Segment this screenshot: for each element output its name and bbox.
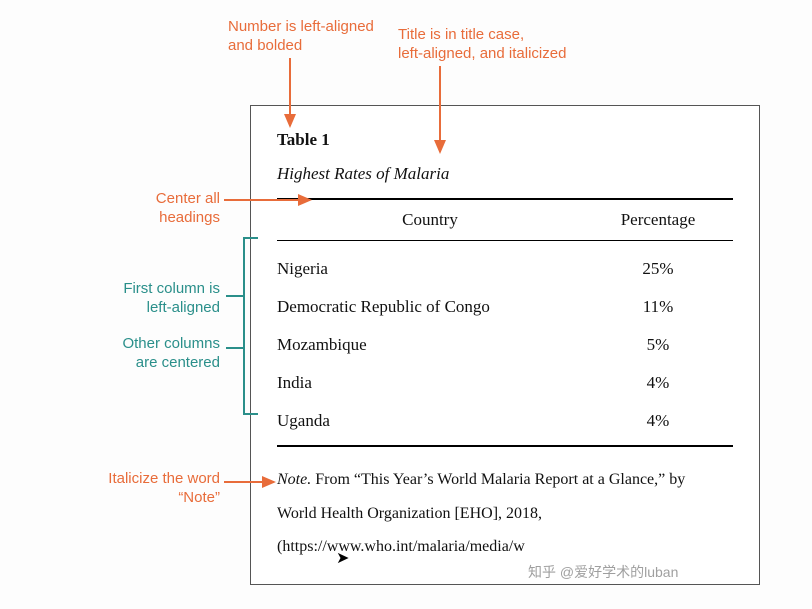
note-word: Note. [277,471,311,488]
cell-pct: 4% [583,373,733,393]
table-number: Table 1 [277,130,733,150]
table-header-row: Country Percentage [277,210,733,230]
annot-first-col: First column is left-aligned [90,280,220,318]
annot-number-label: Number is left-aligned and bolded [228,18,374,56]
rule-top [277,198,733,200]
table-row: Uganda 4% [277,411,733,431]
table-row: Democratic Republic of Congo 11% [277,297,733,317]
annot-note-label: Italicize the word “Note” [70,470,220,508]
cell-pct: 4% [583,411,733,431]
rule-under-header [277,240,733,241]
col-header-2: Percentage [583,210,733,230]
table-row: India 4% [277,373,733,393]
table-container: Table 1 Highest Rates of Malaria Country… [250,105,760,585]
note-text-1: From “This Year’s World Malaria Report a… [311,471,685,488]
rule-bottom [277,445,733,447]
note-text-2: World Health Organization [EHO], 2018, [277,505,542,522]
cell-country: Nigeria [277,259,583,279]
col-header-1: Country [277,210,583,230]
annot-title-label: Title is in title case, left-aligned, an… [398,26,566,64]
table-row: Mozambique 5% [277,335,733,355]
cell-country: Democratic Republic of Congo [277,297,583,317]
watermark-text: 知乎 @爱好学术的luban [528,562,678,582]
cell-country: Mozambique [277,335,583,355]
table-title: Highest Rates of Malaria [277,164,733,184]
cell-country: India [277,373,583,393]
table-row: Nigeria 25% [277,259,733,279]
cell-country: Uganda [277,411,583,431]
annot-center-headings: Center all headings [90,190,220,228]
mouse-cursor-icon: ➤ [336,548,349,568]
cell-pct: 11% [583,297,733,317]
annot-other-cols: Other columns are centered [90,335,220,373]
cell-pct: 25% [583,259,733,279]
cell-pct: 5% [583,335,733,355]
note-text-3: (https://www.who.int/malaria/media/w [277,538,525,555]
